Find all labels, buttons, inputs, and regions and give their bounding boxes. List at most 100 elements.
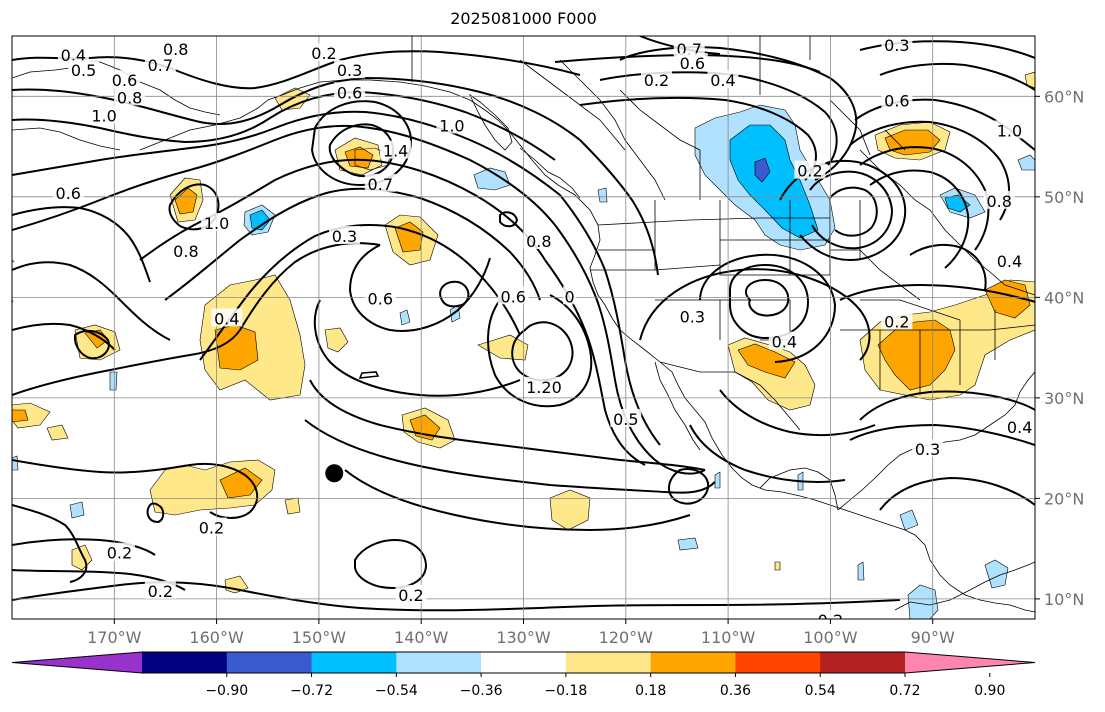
contour-label: 0.2 xyxy=(103,542,135,563)
contour-label: 0.2 xyxy=(144,580,176,601)
lon-tick-label: 130°W xyxy=(496,628,551,647)
svg-text:1.4: 1.4 xyxy=(383,142,408,161)
contour-label: 0.5 xyxy=(610,408,642,429)
contour-label: 0.4 xyxy=(211,308,243,328)
svg-text:0.2: 0.2 xyxy=(311,44,336,63)
svg-text:0.3: 0.3 xyxy=(332,227,357,246)
colorbar-label: −0.72 xyxy=(290,683,333,699)
colorbar-label: 0.90 xyxy=(974,683,1005,699)
colorbar-segment xyxy=(481,652,567,673)
lon-tick-label: 110°W xyxy=(701,628,756,647)
svg-text:0.6: 0.6 xyxy=(112,71,137,90)
lon-tick-label: 120°W xyxy=(599,628,654,647)
svg-text:1.0: 1.0 xyxy=(439,116,464,135)
svg-text:0.6: 0.6 xyxy=(501,287,526,306)
colorbar-extend-high xyxy=(905,652,1035,673)
svg-text:0.4: 0.4 xyxy=(1007,418,1032,437)
contour-label: 0.6 xyxy=(364,288,396,308)
lon-tick-label: 170°W xyxy=(87,628,142,647)
colorbar-segment xyxy=(565,652,652,673)
colorbar-segment xyxy=(735,652,821,673)
positive-anomaly-shading xyxy=(12,71,1035,594)
svg-text:0.2: 0.2 xyxy=(884,312,909,331)
svg-text:0.2: 0.2 xyxy=(797,162,822,181)
svg-text:0.2: 0.2 xyxy=(398,586,423,605)
colorbar-label: 0.36 xyxy=(720,683,751,699)
svg-text:0.8: 0.8 xyxy=(173,242,198,261)
contour-label: 0.3 xyxy=(912,439,944,459)
svg-text:0.5: 0.5 xyxy=(613,410,638,429)
contour-label: 0.2 xyxy=(395,584,427,605)
location-marker xyxy=(325,464,344,483)
svg-text:0.6: 0.6 xyxy=(56,184,81,203)
svg-text:0.8: 0.8 xyxy=(986,192,1011,211)
colorbar-extend-low xyxy=(12,652,142,673)
contour-label: 0.3 xyxy=(881,36,913,55)
svg-text:0.8: 0.8 xyxy=(117,88,142,107)
colorbar-segment xyxy=(820,652,906,673)
contour-label: 0.2 xyxy=(814,610,846,630)
colorbar-segment xyxy=(311,652,397,673)
lat-tick-label: 50°N xyxy=(1044,188,1084,207)
lat-tick-label: 30°N xyxy=(1044,389,1084,408)
svg-text:0.2: 0.2 xyxy=(818,611,843,630)
contour-label: 0.5 xyxy=(68,60,100,80)
svg-text:0.7: 0.7 xyxy=(148,56,173,75)
svg-text:0: 0 xyxy=(564,287,574,306)
contour-label: 0.8 xyxy=(160,39,192,59)
contour-label: 0.8 xyxy=(523,231,555,251)
svg-text:0.6: 0.6 xyxy=(884,91,909,110)
svg-text:0.4: 0.4 xyxy=(997,252,1022,271)
svg-text:1.20: 1.20 xyxy=(526,378,562,397)
contour-label: 1.0 xyxy=(201,212,233,233)
contour-label: 0.4 xyxy=(707,70,739,90)
colorbar-label: −0.18 xyxy=(544,683,587,699)
lat-tick-label: 40°N xyxy=(1044,288,1084,307)
svg-text:0.6: 0.6 xyxy=(337,83,362,102)
graticule-grid xyxy=(12,36,1035,619)
svg-text:0.6: 0.6 xyxy=(368,289,393,308)
colorbar-segment xyxy=(226,652,313,673)
contour-label: 0.4 xyxy=(768,331,800,352)
lon-tick-label: 140°W xyxy=(394,628,449,647)
contour-label: 1.0 xyxy=(436,115,468,135)
contour-label: 0.6 xyxy=(881,90,913,110)
svg-text:0.4: 0.4 xyxy=(772,333,797,352)
colorbar-label: −0.90 xyxy=(205,683,248,699)
contour-label: 0.6 xyxy=(497,286,529,306)
svg-text:0.5: 0.5 xyxy=(71,61,96,80)
svg-text:0.3: 0.3 xyxy=(680,307,705,326)
colorbar-label: 0.18 xyxy=(635,683,666,699)
contour-label: 0.4 xyxy=(993,251,1025,271)
lon-tick-label: 150°W xyxy=(292,628,347,647)
svg-text:0.8: 0.8 xyxy=(526,232,551,251)
colorbar-label: −0.36 xyxy=(460,683,503,699)
lon-tick-label: 90°W xyxy=(911,628,955,647)
svg-text:0.2: 0.2 xyxy=(148,582,173,601)
contour-label: 0.2 xyxy=(640,70,672,90)
contour-label: 0.3 xyxy=(328,226,360,246)
lat-tick-label: 20°N xyxy=(1044,489,1084,508)
contour-label: 0.4 xyxy=(1004,417,1035,437)
colorbar-outline xyxy=(11,651,1036,674)
contour-label: 1.0 xyxy=(88,105,120,125)
svg-text:1.0: 1.0 xyxy=(204,214,229,233)
contour-label: 1.4 xyxy=(380,140,412,161)
colorbar-label: 0.72 xyxy=(889,683,920,699)
contour-label: 1.20 xyxy=(523,376,564,397)
contour-label: 0.6 xyxy=(676,53,708,73)
longitude-tick-labels: 170°W 160°W 150°W 140°W 130°W 120°W 110°W 100°W… xyxy=(87,619,955,647)
contour-label: 0.2 xyxy=(195,517,227,538)
colorbar-segment xyxy=(142,652,228,673)
svg-text:0.4: 0.4 xyxy=(214,309,239,328)
contour-label: 0.3 xyxy=(334,60,366,80)
svg-text:0.4: 0.4 xyxy=(710,71,735,90)
svg-text:0.3: 0.3 xyxy=(915,440,940,459)
contour-lines xyxy=(12,36,1035,612)
contour-label: 0.8 xyxy=(170,241,202,261)
lon-tick-label: 160°W xyxy=(189,628,244,647)
latitude-tick-labels: 10°N 20°N 30°N 40°N 50°N 60°N xyxy=(1035,87,1084,609)
svg-text:0.3: 0.3 xyxy=(884,36,909,55)
svg-text:0.2: 0.2 xyxy=(199,519,224,538)
